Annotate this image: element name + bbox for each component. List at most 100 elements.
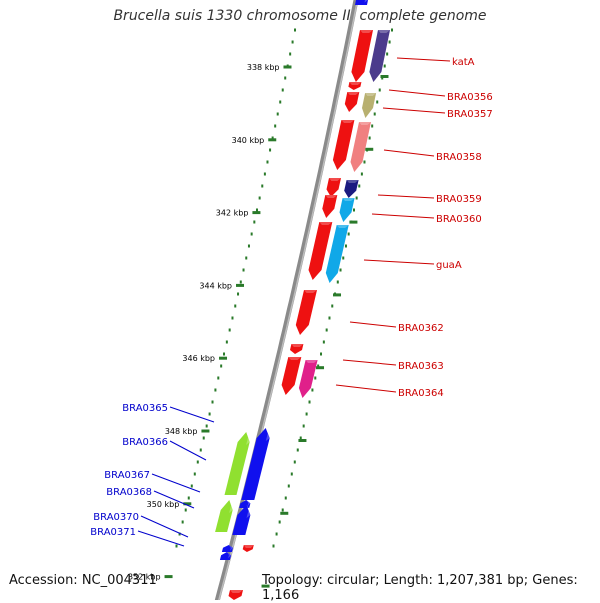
label-BRA0359: BRA0359 — [436, 194, 482, 205]
track-dot — [317, 364, 320, 368]
track-dot — [271, 136, 274, 140]
tick-mark-right — [280, 511, 289, 515]
forward-leader — [363, 259, 435, 265]
track-dot — [291, 40, 294, 44]
backbone-line — [214, 0, 359, 600]
gene-BRA0371b-shine — [226, 552, 232, 559]
track-dot — [263, 172, 266, 176]
gene-BRA0371a — [221, 545, 233, 552]
track-dot — [187, 496, 190, 500]
gene-BRA0360-shine — [325, 195, 338, 198]
gene-guaA-body — [308, 222, 333, 280]
gene-edge-shine — [230, 590, 243, 593]
track-dot — [293, 460, 296, 464]
track-dot — [363, 160, 366, 164]
track-dot — [311, 388, 314, 392]
tick-label: 338 kbp — [247, 63, 280, 72]
label-BRA0356: BRA0356 — [447, 92, 493, 103]
forward-leader — [349, 321, 397, 328]
track-dot — [360, 172, 363, 176]
track-dot — [231, 316, 234, 320]
tick-label: 346 kbp — [182, 354, 215, 363]
gene-BRA0356 — [344, 92, 360, 112]
cog-BRA0360 — [339, 198, 355, 222]
gene-BRA0366-body — [241, 428, 270, 500]
tick-mark — [236, 283, 245, 287]
forward-leader — [388, 89, 446, 97]
label-BRA0365: BRA0365 — [122, 403, 168, 414]
track-dot — [228, 328, 231, 332]
forward-leader — [377, 194, 435, 199]
label-BRA0362: BRA0362 — [398, 323, 444, 334]
track-dot — [242, 268, 245, 272]
label-BRA0363: BRA0363 — [398, 361, 444, 372]
gene-BRA0363 — [290, 344, 304, 354]
gene-BRA0359 — [326, 178, 341, 197]
cog-BRA0360-body — [339, 198, 355, 222]
track-dot — [247, 244, 250, 248]
gene-BRA0363-shine — [291, 344, 304, 347]
track-dot — [352, 208, 355, 212]
gene-small-1 — [348, 82, 362, 90]
label-BRA0360: BRA0360 — [436, 214, 482, 225]
tick-label: 352 kbp — [128, 573, 161, 582]
track-dot — [276, 112, 279, 116]
track-dot — [279, 100, 282, 104]
gene-BRA0360-body — [322, 195, 338, 218]
track-dot — [378, 88, 381, 92]
track-dot — [336, 280, 339, 284]
gene-BRA0359-body — [326, 178, 341, 197]
track-dot — [305, 412, 308, 416]
cog-BRA0356 — [362, 93, 377, 118]
track-dot — [294, 28, 297, 32]
gene-BRA0364-shine — [288, 357, 302, 360]
label-BRA0368: BRA0368 — [106, 487, 152, 498]
tick-mark-right — [298, 439, 307, 442]
tick-mark-right — [380, 75, 389, 78]
track-dot — [205, 424, 208, 428]
label-guaA: guaA — [436, 260, 462, 271]
gene-small-2-shine — [243, 545, 254, 548]
reverse-leader — [151, 473, 201, 493]
gene-BRA0371a-body — [221, 545, 233, 552]
track-dot — [376, 100, 379, 104]
accession-text: Accession: NC_004311 — [9, 573, 157, 588]
gene-BRA0359-shine — [329, 178, 341, 181]
label-group: katA BRA0356 BRA0357 BRA0358 BRA0359 BRA0360 g… — [90, 57, 493, 547]
gene-BRA0356-shine — [347, 92, 360, 95]
track-dot — [175, 544, 178, 548]
gene-BRA0364 — [281, 357, 302, 395]
reverse-leader — [137, 530, 185, 547]
gene-small-2 — [242, 545, 254, 552]
track-dot — [239, 280, 242, 284]
cog-BRA0364-body — [298, 360, 318, 398]
gene-BRA0366 — [241, 428, 270, 500]
cog-BRA0366-body — [224, 432, 250, 495]
tick-label: 342 kbp — [216, 209, 249, 218]
tick-label: 350 kbp — [147, 500, 180, 509]
track-dot — [355, 196, 358, 200]
gene-BRA0362 — [295, 290, 317, 335]
tick-mark — [268, 138, 277, 142]
forward-leader — [371, 213, 435, 219]
tick-mark-right — [365, 147, 374, 151]
forward-leader — [335, 384, 397, 393]
gene-guaA — [308, 222, 333, 280]
track-dot — [391, 28, 394, 32]
track-dot — [368, 136, 371, 140]
gene-BRA0366-shine — [265, 428, 270, 441]
track-dot — [320, 352, 323, 356]
gene-edge-body — [228, 590, 243, 600]
track-dot — [331, 304, 334, 308]
track-dot — [181, 520, 184, 524]
label-BRA0371: BRA0371 — [90, 527, 136, 538]
map-title: Brucella suis 1330 chromosome II, comple… — [113, 8, 487, 24]
track-dot — [342, 256, 345, 260]
cog-BRA0370-shine — [229, 500, 233, 513]
gene-BRA0371b-body — [219, 552, 232, 560]
tick-mark — [183, 502, 192, 506]
gene-katA-shine — [360, 30, 373, 33]
track-dot — [214, 388, 217, 392]
gene-guaA-shine — [319, 222, 333, 225]
track-dot — [290, 472, 293, 476]
